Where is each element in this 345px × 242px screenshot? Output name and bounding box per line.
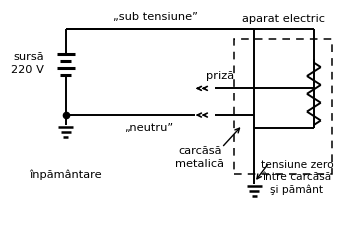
Text: aparat electric: aparat electric bbox=[241, 14, 325, 24]
Text: tensiune zero
între carcăsă
şi pământ: tensiune zero între carcăsă şi pământ bbox=[260, 160, 333, 195]
Text: sursă
220 V: sursă 220 V bbox=[11, 53, 44, 75]
Text: „neutru”: „neutru” bbox=[124, 123, 173, 133]
Bar bbox=[235, 39, 332, 174]
Text: „sub tensiune”: „sub tensiune” bbox=[113, 12, 198, 22]
Text: înpământare: înpământare bbox=[30, 169, 102, 180]
Text: carcăsă
metalică: carcăsă metalică bbox=[175, 146, 224, 169]
Text: priză: priză bbox=[206, 70, 234, 81]
